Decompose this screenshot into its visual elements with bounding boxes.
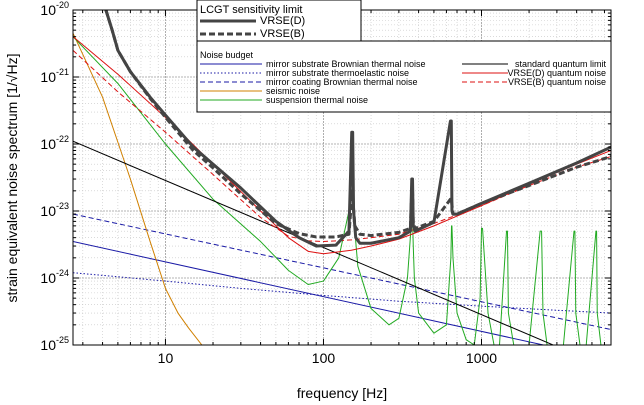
legend-label-vrse-b: VRSE(B): [260, 28, 305, 40]
y-tick-label: 10-20: [40, 0, 69, 18]
legend-label-standard-quantum-limit: standard quantum limit: [515, 59, 607, 69]
x-tick-label: 1000: [466, 350, 497, 366]
legend-label-vrse-d-quantum-noise: VRSE(D) quantum noise: [507, 68, 606, 78]
series-line-vrse-b: [104, 10, 611, 239]
legend-label-mirror-substrate-thermoelastic-noise: mirror substrate thermoelastic noise: [266, 68, 409, 78]
y-axis-label: strain equivalent noise spectrum [1/√Hz]: [4, 54, 20, 303]
legend-label-vrse-d: VRSE(D): [260, 15, 305, 27]
series-line-mirror-substrate-thermoelastic-noise: [73, 272, 611, 314]
y-tick-label: 10-21: [40, 67, 69, 85]
y-tick-label: 10-25: [40, 335, 69, 353]
y-tick-label: 10-23: [40, 201, 69, 219]
x-tick-label: 100: [312, 350, 336, 366]
legend-subtitle: Noise budget: [200, 50, 254, 60]
series-layer: [73, 10, 611, 345]
legend-label-mirror-coating-brownian-thermal-noise: mirror coating Brownian thermal noise: [266, 77, 418, 87]
x-tick-label: 10: [158, 350, 174, 366]
series-line-mirror-substrate-brownian-thermal-noise: [73, 241, 546, 345]
legend-label-suspension-thermal-noise: suspension thermal noise: [266, 95, 368, 105]
legend-entries: VRSE(D)VRSE(B) mirror substrate Brownian …: [200, 15, 606, 105]
legend-label-seismic-noise: seismic noise: [266, 86, 320, 96]
x-axis-label: frequency [Hz]: [297, 385, 387, 401]
legend-label-vrse-b-quantum-noise: VRSE(B) quantum noise: [508, 77, 606, 87]
y-tick-labels: 10-25 10-24 10-23 10-22 10-21 10-20: [40, 0, 69, 353]
series-line-standard-quantum-limit: [73, 140, 555, 345]
series-line-vrse-b-quantum-noise: [73, 49, 611, 243]
series-line-mirror-coating-brownian-thermal-noise: [73, 213, 611, 331]
legend-box-bottom: [196, 40, 612, 113]
x-tick-labels: 10 100 1000: [158, 350, 498, 366]
legend-label-mirror-substrate-brownian-thermal-noise: mirror substrate Brownian thermal noise: [266, 59, 426, 69]
y-tick-label: 10-24: [40, 268, 69, 286]
y-tick-label: 10-22: [40, 134, 69, 152]
legend: LCGT sensitivity limit Noise budget VRSE…: [196, 0, 612, 113]
legend-title: LCGT sensitivity limit: [200, 4, 302, 16]
series-line-seismic-noise: [73, 33, 203, 345]
